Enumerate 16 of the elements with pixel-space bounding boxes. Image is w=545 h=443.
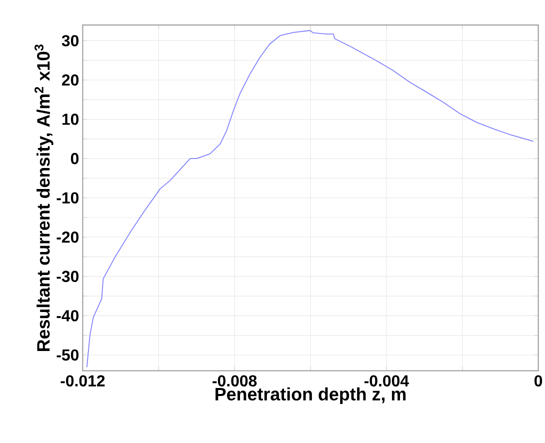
y-tick-label: -10 bbox=[56, 192, 79, 204]
y-tick-label: -20 bbox=[56, 232, 79, 243]
y-tick-label: 30 bbox=[62, 35, 79, 46]
y-tick-label: 0 bbox=[70, 152, 79, 164]
y-tick-label: 20 bbox=[62, 74, 79, 86]
y-tick-label: -50 bbox=[56, 349, 79, 361]
line-series bbox=[86, 30, 534, 368]
x-tick-label: -0.012 bbox=[60, 375, 105, 387]
y-tick-label: -30 bbox=[56, 270, 79, 282]
y-tick-label: -40 bbox=[56, 310, 79, 322]
x-axis-title: Penetration depth z, m bbox=[216, 387, 406, 404]
y-axis-title: Resultant current density, A/m$^{2}$ x10$^{3}$ bbox=[34, 44, 54, 351]
x-tick-label: -0.004 bbox=[364, 375, 409, 387]
y-tick-label: 10 bbox=[62, 114, 79, 125]
x-tick-label: -0.008 bbox=[212, 375, 257, 387]
x-tick-label: 0 bbox=[534, 375, 542, 387]
